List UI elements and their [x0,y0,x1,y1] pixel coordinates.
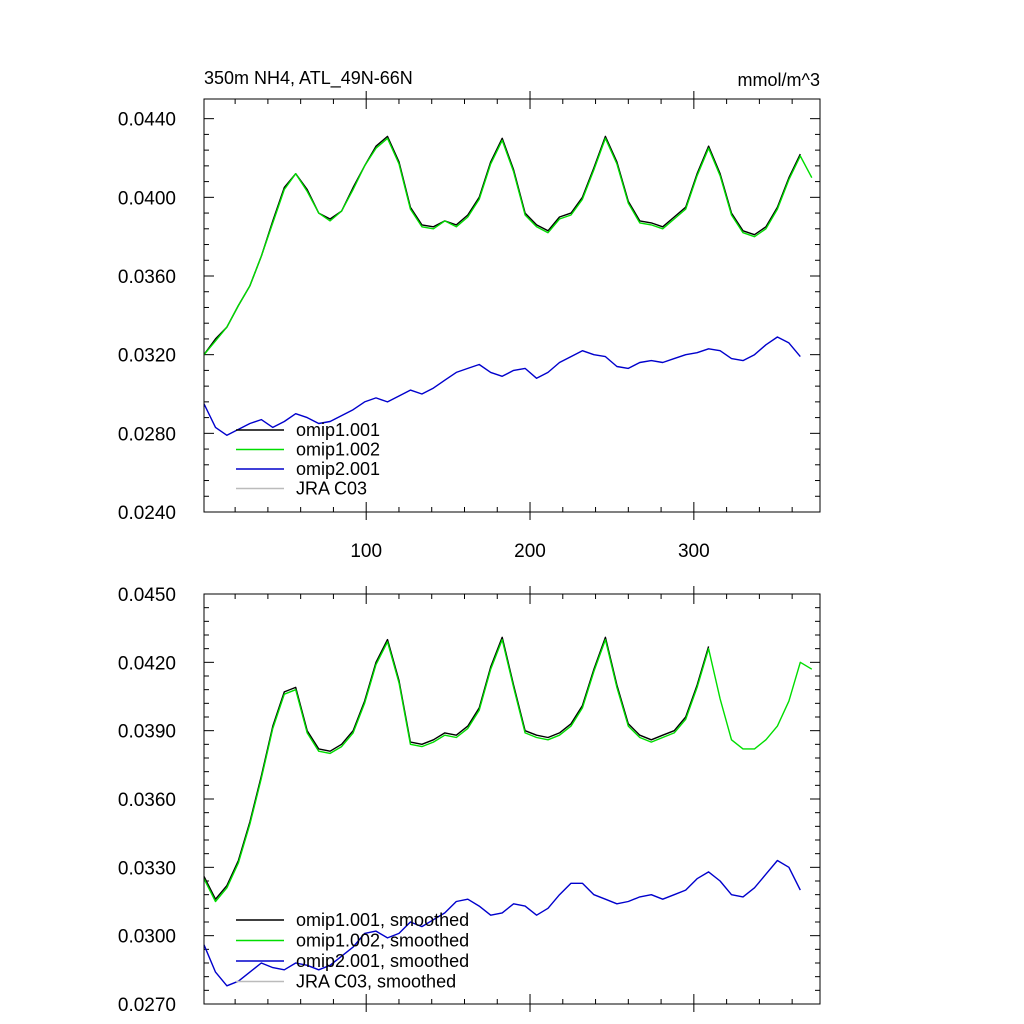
y-tick-label: 0.0300 [118,927,176,948]
series-line-3 [203,336,801,436]
y-tick-label: 0.0320 [118,346,176,367]
series-line-2 [203,638,813,903]
y-tick-label: 0.0240 [118,503,176,524]
y-tick-label: 0.0360 [118,790,176,811]
x-tick-label: 300 [678,541,710,562]
legend-label: JRA C03, smoothed [296,972,456,992]
top-plot-frame [203,98,821,513]
y-tick-label: 0.0360 [118,267,176,288]
bottom-series-lines [203,636,813,987]
y-tick-label: 0.0280 [118,424,176,445]
bottom-panel: 0.0270 0.0300 0.0330 0.0360 0.0390 0.0420 0.04… [118,585,821,1016]
top-axes: 0.0240 0.0280 0.0320 0.0360 0.0400 0.0440 100 2… [118,91,820,562]
x-tick-label: 100 [350,541,382,562]
legend-label: omip1.002, smoothed [296,931,469,951]
legend-label: omip1.002 [296,440,380,460]
y-tick-label: 0.0440 [118,110,176,131]
top-panel: 350m NH4, ATL_49N-66N mmol/m^3 0.02400.0… [118,68,821,562]
series-line-3 [203,859,801,987]
legend-label: JRA C03 [296,479,367,499]
bottom-plot-frame [203,593,821,1005]
y-tick-label: 0.0270 [118,995,176,1016]
units-label: mmol/m^3 [738,70,820,90]
legend-label: omip1.001 [296,420,380,440]
top-series-lines [203,135,813,436]
y-tick-label: 0.0330 [118,858,176,879]
y-tick-label: 0.0400 [118,188,176,209]
series-line-1 [203,636,710,900]
chart-title: 350m NH4, ATL_49N-66N [204,68,413,89]
bottom-axes: 0.0270 0.0300 0.0330 0.0360 0.0390 0.0420 0.04… [118,585,820,1016]
series-line-1 [203,135,801,356]
y-tick-label: 0.0420 [118,653,176,674]
legend-label: omip1.001, smoothed [296,910,469,930]
legend-label: omip2.001, smoothed [296,951,469,971]
legend-label: omip2.001 [296,459,380,479]
series-line-2 [203,137,813,356]
y-tick-label: 0.0450 [118,585,176,606]
y-tick-label: 0.0390 [118,722,176,743]
x-tick-label: 200 [514,541,546,562]
